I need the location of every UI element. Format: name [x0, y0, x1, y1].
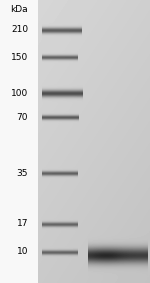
Text: 70: 70 — [16, 113, 28, 121]
Text: 10: 10 — [16, 248, 28, 256]
Text: 150: 150 — [11, 53, 28, 61]
Text: kDa: kDa — [10, 5, 28, 14]
Text: 210: 210 — [11, 25, 28, 35]
Text: 35: 35 — [16, 168, 28, 177]
Text: 17: 17 — [16, 220, 28, 228]
Text: 100: 100 — [11, 89, 28, 98]
